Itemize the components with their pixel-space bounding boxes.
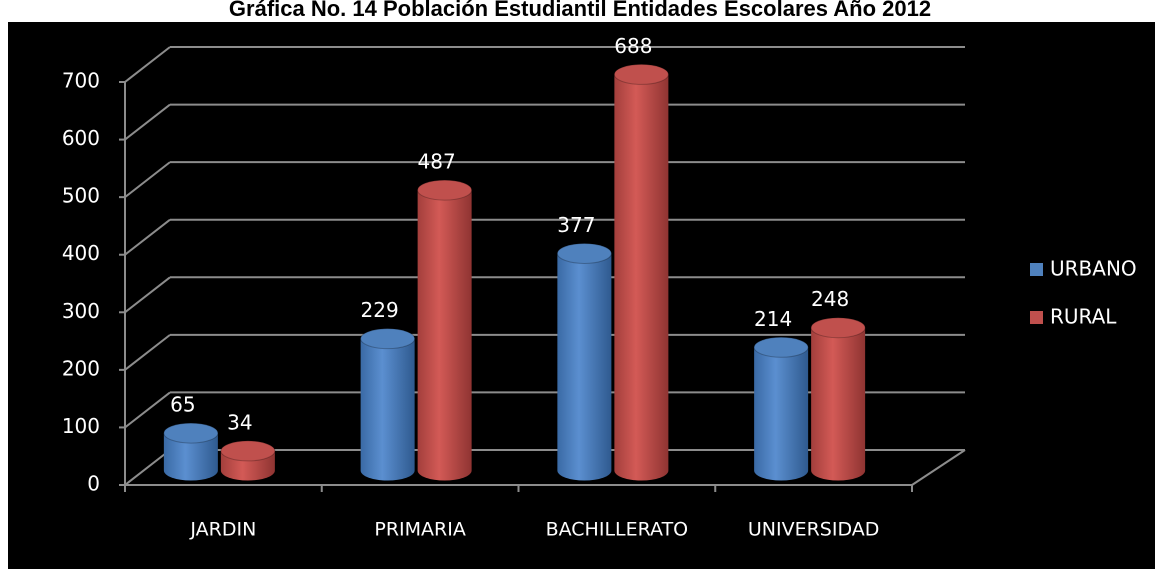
- grid-side: [124, 449, 171, 486]
- bar-top: [753, 336, 809, 358]
- bar-top: [220, 440, 276, 462]
- bar-top: [360, 328, 416, 350]
- data-label: 248: [811, 287, 849, 311]
- grid-side: [124, 276, 171, 314]
- x-tick-label: UNIVERSIDAD: [748, 519, 880, 541]
- chart-title: Gráfica No. 14 Población Estudiantil Ent…: [229, 0, 931, 21]
- bar: [614, 74, 669, 481]
- data-label: 688: [614, 34, 652, 58]
- bar-top: [417, 179, 473, 201]
- bar: [557, 253, 612, 481]
- grid-side: [124, 334, 171, 371]
- y-tick-label: 100: [62, 414, 100, 438]
- grid-side: [124, 103, 171, 141]
- legend-label: RURAL: [1050, 305, 1117, 329]
- y-tick-label: 600: [62, 126, 100, 150]
- bar: [417, 190, 472, 481]
- grid-side: [124, 391, 171, 429]
- y-tick-label: 300: [62, 299, 100, 323]
- data-label: 214: [754, 307, 792, 331]
- floor-side: [911, 449, 966, 486]
- bar: [360, 338, 415, 481]
- y-tick-label: 200: [62, 356, 100, 380]
- bar: [811, 327, 866, 481]
- data-label: 377: [557, 213, 595, 237]
- data-label: 34: [227, 410, 252, 434]
- bar: [754, 347, 809, 481]
- bar: [163, 433, 218, 481]
- grid-side: [124, 218, 171, 256]
- legend-label: URBANO: [1050, 257, 1137, 281]
- x-tick-label: PRIMARIA: [374, 519, 465, 541]
- bar-top: [163, 422, 219, 444]
- grid-side: [124, 161, 171, 198]
- y-tick-label: 500: [62, 184, 100, 208]
- data-label: 229: [361, 298, 399, 322]
- legend-swatch: [1030, 311, 1043, 324]
- y-tick-label: 700: [62, 69, 100, 93]
- y-tick-label: 400: [62, 241, 100, 265]
- bar-top: [613, 63, 669, 85]
- bar-top: [556, 242, 612, 264]
- legend-swatch: [1030, 263, 1043, 276]
- x-tick-label: JARDIN: [189, 519, 256, 541]
- data-label: 487: [418, 150, 456, 174]
- y-tick-label: 0: [87, 472, 100, 496]
- data-label: 65: [170, 393, 195, 417]
- x-tick-label: BACHILLERATO: [546, 519, 689, 541]
- bar-top: [810, 317, 866, 339]
- grid-side: [124, 46, 171, 83]
